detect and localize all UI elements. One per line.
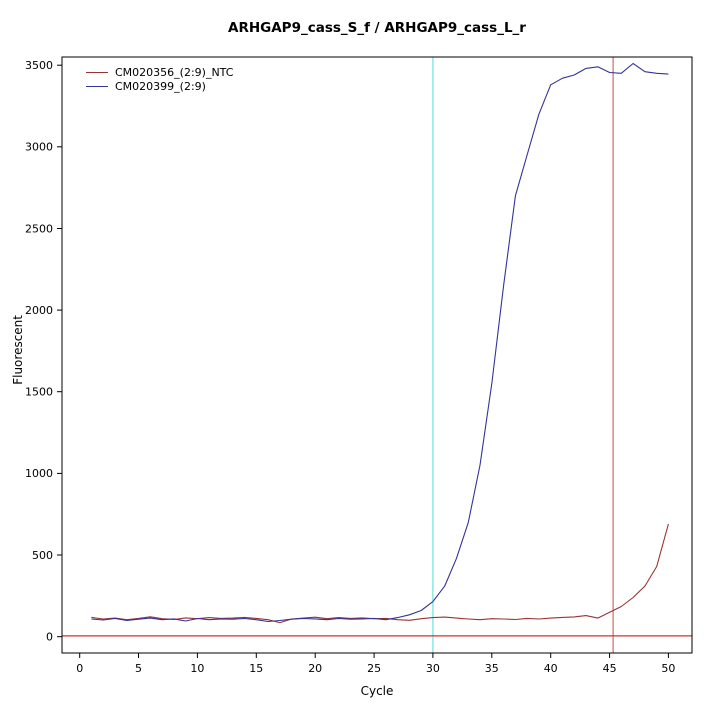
legend-line-swatch — [86, 85, 108, 87]
legend-label: CM020399_(2:9) — [115, 79, 206, 93]
x-tick-label: 35 — [485, 662, 499, 675]
x-axis-label: Cycle — [360, 684, 394, 698]
legend: CM020356_(2:9)_NTC CM020399_(2:9) — [86, 65, 233, 93]
y-tick-label: 0 — [46, 631, 53, 644]
y-tick-label: 1500 — [25, 386, 53, 399]
x-tick-label: 5 — [135, 662, 142, 675]
legend-label: CM020356_(2:9)_NTC — [115, 65, 234, 79]
plot-box — [61, 56, 693, 654]
y-tick-label: 2000 — [25, 304, 53, 317]
x-tick-label: 15 — [249, 662, 263, 675]
series-line-0 — [91, 523, 669, 624]
y-tick-label: 2500 — [25, 222, 53, 235]
x-tick-label: 20 — [308, 662, 322, 675]
legend-item-sample: CM020399_(2:9) — [86, 79, 233, 93]
y-tick-label: 3000 — [25, 141, 53, 154]
x-tick-label: 30 — [426, 662, 440, 675]
series-line-1 — [91, 62, 669, 623]
chart-title: ARHGAP9_cass_S_f / ARHGAP9_cass_L_r — [228, 20, 526, 36]
x-tick-label: 0 — [76, 662, 83, 675]
x-tick-label: 50 — [661, 662, 675, 675]
x-tick-label: 45 — [603, 662, 617, 675]
y-tick-label: 1000 — [25, 467, 53, 480]
legend-line-swatch — [86, 71, 108, 73]
y-axis-label: Fluorescent — [11, 315, 25, 385]
y-tick-label: 3500 — [25, 59, 53, 72]
x-tick-label: 10 — [190, 662, 204, 675]
y-tick-label: 500 — [32, 549, 53, 562]
legend-item-ntc: CM020356_(2:9)_NTC — [86, 65, 233, 79]
x-tick-label: 40 — [544, 662, 558, 675]
x-tick-label: 25 — [367, 662, 381, 675]
